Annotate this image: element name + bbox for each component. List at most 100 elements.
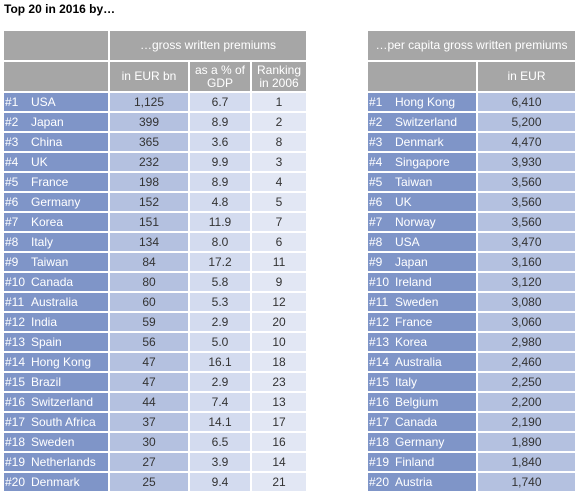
rank-label: #12 [5,315,26,329]
rank-country-cell: #8 USA [368,233,476,251]
rank-country-cell: #2 Switzerland [368,113,476,131]
eur-per-capita-cell: 4,470 [478,133,576,151]
eur-bn-cell: 25 [110,473,188,491]
rank-country-cell: #20 Austria [368,473,476,491]
country-label: UK [31,155,48,169]
eur-per-capita-cell: 6,410 [478,93,576,111]
gross-premiums-group-header: …gross written premiums [110,31,307,60]
country-label: Italy [31,235,54,249]
rank-label: #13 [369,335,390,349]
rank-label: #17 [369,415,390,429]
rank-country-cell: #5 France [4,173,108,191]
gross-premiums-table: …gross written premiums in EUR bn as a %… [2,29,308,493]
eur-bn-cell: 399 [110,113,188,131]
eur-per-capita-cell: 1,840 [478,453,576,471]
rank-label: #18 [369,435,390,449]
pct-gdp-cell: 5.0 [190,333,250,351]
country-label: Ireland [395,275,432,289]
rank-country-cell: #12 India [4,313,108,331]
rank-country-cell: #6 Germany [4,193,108,211]
country-label: Canada [31,275,74,289]
rank-country-cell: #6 UK [368,193,476,211]
rank-country-cell: #16 Switzerland [4,393,108,411]
country-label: Italy [395,375,418,389]
pct-gdp-cell: 11.9 [190,213,250,231]
eur-bn-cell: 1,125 [110,93,188,111]
pct-gdp-cell: 9.4 [190,473,250,491]
table-row: #14 Hong Kong 47 16.1 18 [4,353,307,371]
rank-country-cell: #11 Australia [4,293,108,311]
ranking-2006-cell: 23 [252,373,307,391]
rank-country-cell: #1 USA [4,93,108,111]
eur-per-capita-cell: 5,200 [478,113,576,131]
eur-per-capita-cell: 3,930 [478,153,576,171]
ranking-2006-cell: 8 [252,133,307,151]
eur-bn-cell: 44 [110,393,188,411]
rank-label: #1 [5,95,19,109]
rank-label: #14 [5,355,26,369]
rank-country-cell: #20 Denmark [4,473,108,491]
ranking-2006-cell: 20 [252,313,307,331]
rank-country-cell: #13 Korea [368,333,476,351]
country-label: USA [395,235,420,249]
rank-label: #2 [5,115,19,129]
table-row: #6 UK 3,560 [368,193,576,211]
eur-per-capita-cell: 3,560 [478,173,576,191]
rank-label: #6 [369,195,383,209]
header-blank-cell [4,31,108,60]
ranking-2006-cell: 10 [252,333,307,351]
eur-per-capita-cell: 3,560 [478,213,576,231]
rank-label: #10 [369,275,390,289]
ranking-2006-cell: 6 [252,233,307,251]
eur-per-capita-cell: 3,160 [478,253,576,271]
table-row: #15 Italy 2,250 [368,373,576,391]
rank-country-cell: #9 Japan [368,253,476,271]
table-row: #9 Japan 3,160 [368,253,576,271]
col-header-pct-gdp: as a % of GDP [190,62,250,91]
table-row: #1 Hong Kong 6,410 [368,93,576,111]
table-row: #3 China 365 3.6 8 [4,133,307,151]
table-row: #2 Switzerland 5,200 [368,113,576,131]
rank-label: #12 [369,315,390,329]
pct-gdp-cell: 5.8 [190,273,250,291]
rank-country-cell: #16 Belgium [368,393,476,411]
country-label: UK [395,195,412,209]
country-label: Spain [31,335,62,349]
rank-label: #7 [369,215,383,229]
rank-label: #19 [5,455,26,469]
country-label: Netherlands [31,455,96,469]
page-title: Top 20 in 2016 by… [4,2,116,16]
rank-label: #17 [5,415,26,429]
eur-bn-cell: 232 [110,153,188,171]
eur-per-capita-cell: 3,060 [478,313,576,331]
country-label: Korea [31,215,64,229]
table-row: #8 Italy 134 8.0 6 [4,233,307,251]
per-capita-group-header: …per capita gross written premiums [368,31,576,60]
table-row: #5 Taiwan 3,560 [368,173,576,191]
eur-per-capita-cell: 2,190 [478,413,576,431]
eur-bn-cell: 198 [110,173,188,191]
ranking-2006-cell: 18 [252,353,307,371]
table-row: #3 Denmark 4,470 [368,133,576,151]
country-label: USA [31,95,56,109]
pct-gdp-cell: 6.5 [190,433,250,451]
rank-country-cell: #10 Canada [4,273,108,291]
country-label: France [31,175,69,189]
table-row: #7 Norway 3,560 [368,213,576,231]
table-row: #17 Canada 2,190 [368,413,576,431]
table-row: #20 Austria 1,740 [368,473,576,491]
eur-per-capita-cell: 2,200 [478,393,576,411]
pct-gdp-cell: 5.3 [190,293,250,311]
rank-country-cell: #1 Hong Kong [368,93,476,111]
rank-country-cell: #13 Spain [4,333,108,351]
rank-country-cell: #9 Taiwan [4,253,108,271]
eur-per-capita-cell: 3,120 [478,273,576,291]
header-blank-cell [4,62,108,91]
pct-gdp-cell: 8.9 [190,173,250,191]
country-label: Hong Kong [31,355,92,369]
pct-gdp-cell: 4.8 [190,193,250,211]
eur-bn-cell: 60 [110,293,188,311]
eur-bn-cell: 47 [110,373,188,391]
rank-country-cell: #4 UK [4,153,108,171]
rank-label: #8 [369,235,383,249]
